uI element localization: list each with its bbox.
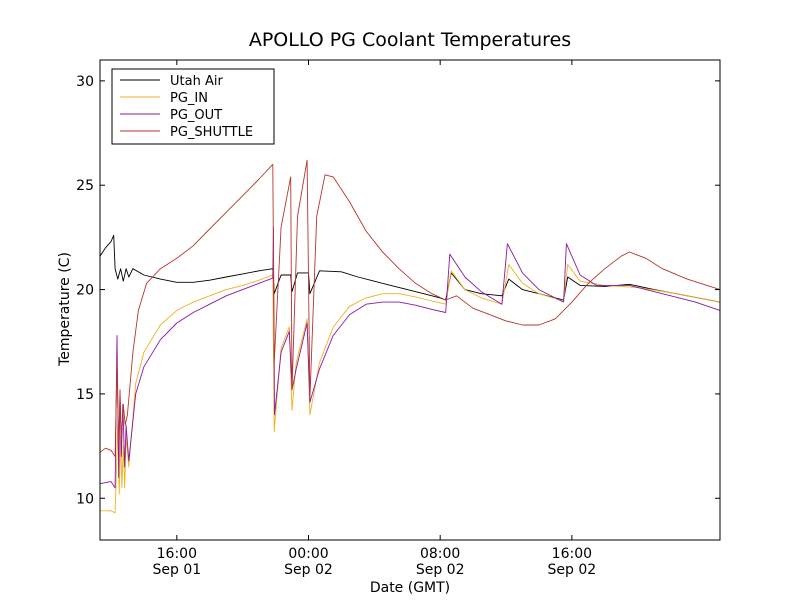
y-axis-label: Temperature (C) — [57, 252, 73, 367]
x-tick-label-time: 08:00 — [420, 546, 460, 562]
legend-label: PG_IN — [170, 91, 208, 106]
x-tick-label-date: Sep 02 — [548, 562, 597, 578]
series-layer — [99, 159, 721, 514]
legend-label: PG_OUT — [170, 108, 222, 123]
x-tick-label-time: 16:00 — [157, 546, 197, 562]
legend-label: Utah Air — [170, 74, 223, 89]
chart-title: APOLLO PG Coolant Temperatures — [249, 29, 571, 51]
x-tick-label-time: 16:00 — [552, 546, 592, 562]
y-tick-label: 10 — [76, 491, 94, 507]
series-line-pg-shuttle — [99, 159, 721, 457]
y-tick-label: 30 — [76, 74, 94, 90]
x-tick-label-time: 00:00 — [288, 546, 328, 562]
x-tick-label-date: Sep 02 — [284, 562, 333, 578]
y-tick-label: 20 — [76, 283, 94, 299]
series-line-pg-out — [99, 226, 721, 489]
x-axis-label: Date (GMT) — [370, 580, 450, 596]
legend: Utah Air PG_IN PG_OUT PG_SHUTTLE — [111, 68, 275, 145]
series-line-pg-in — [100, 264, 721, 514]
plot-frame — [99, 59, 721, 541]
legend-label: PG_SHUTTLE — [170, 125, 253, 140]
y-tick-label: 25 — [76, 178, 94, 194]
x-tick-label-date: Sep 01 — [152, 562, 201, 578]
x-tick-label-date: Sep 02 — [416, 562, 465, 578]
y-tick-label: 15 — [76, 387, 94, 403]
